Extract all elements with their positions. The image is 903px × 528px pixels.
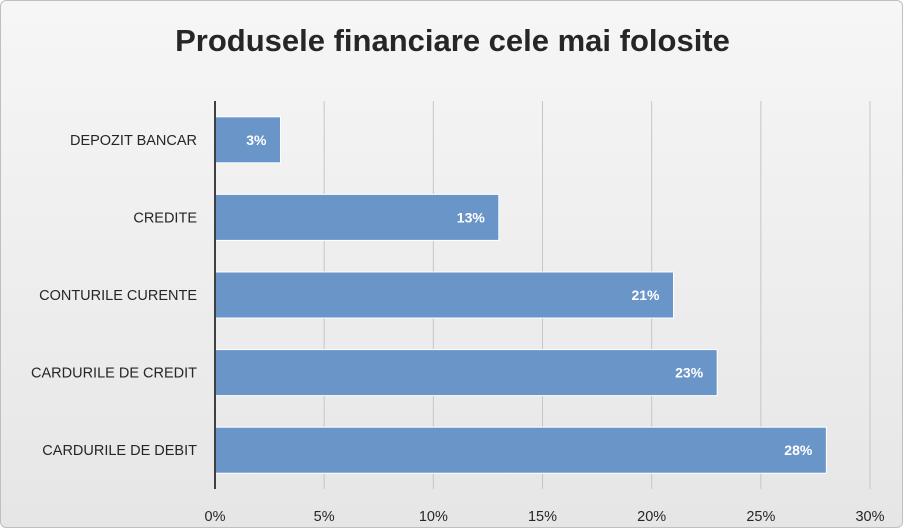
x-tick-label-4: 20% — [637, 509, 666, 525]
bar-2 — [214, 271, 674, 319]
x-tick-label-6: 30% — [855, 509, 884, 525]
bar-1 — [214, 193, 500, 241]
x-tick-label-0: 0% — [205, 509, 226, 525]
x-tick-label-3: 15% — [528, 509, 557, 525]
data-label-2: 21% — [631, 287, 660, 303]
data-label-4: 28% — [784, 442, 813, 458]
category-label-4: CARDURILE DE DEBIT — [42, 443, 197, 459]
bar-3 — [214, 349, 718, 397]
category-label-3: CARDURILE DE CREDIT — [31, 366, 197, 382]
data-label-3: 23% — [675, 365, 704, 381]
bar-4 — [214, 426, 827, 474]
category-label-2: CONTURILE CURENTE — [39, 288, 197, 304]
data-label-0: 3% — [246, 132, 267, 148]
data-label-1: 13% — [457, 209, 486, 225]
chart-title: Produsele financiare cele mai folosite — [175, 23, 730, 58]
x-tick-label-2: 10% — [419, 509, 448, 525]
x-tick-label-1: 5% — [314, 509, 335, 525]
bar-0 — [214, 116, 281, 164]
x-tick-label-5: 25% — [746, 509, 775, 525]
category-label-0: DEPOZIT BANCAR — [70, 133, 197, 149]
category-label-1: CREDITE — [133, 210, 197, 226]
